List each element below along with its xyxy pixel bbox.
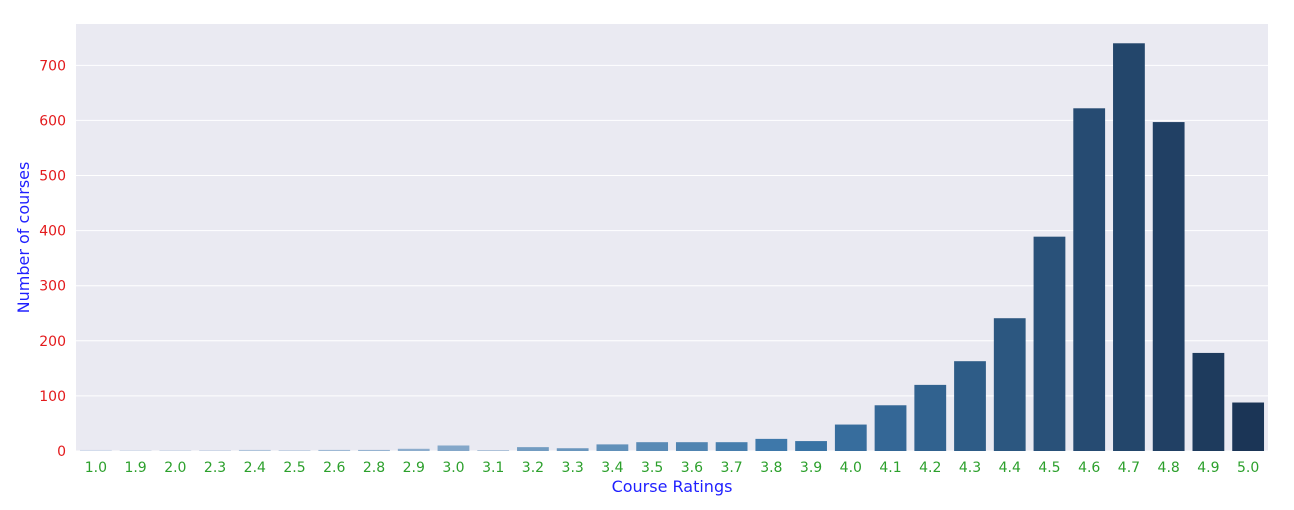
y-tick-label: 400 [39,224,66,240]
bar-4.0 [834,424,867,451]
bar-3.1 [477,450,510,451]
bar-2.8 [358,449,390,451]
y-axis-label: Number of courses [14,162,33,314]
x-tick-label: 4.5 [1038,460,1060,476]
x-tick-label: 2.5 [283,460,305,476]
bar-1.9 [119,450,152,451]
bar-4.5 [1033,236,1066,451]
bar-3.5 [636,442,669,451]
bar-4.3 [954,361,986,451]
bar-5.0 [1232,402,1265,451]
x-tick-label: 4.1 [879,460,901,476]
bar-1.0 [79,449,112,451]
x-tick-label: 4.8 [1158,460,1180,476]
y-tick-labels: 0 100 200 300 400 500 600 700 [39,58,66,460]
x-tick-label: 4.6 [1078,460,1100,476]
x-tick-label: 3.8 [760,460,782,476]
x-tick-label: 4.0 [840,460,862,476]
bar-4.4 [993,318,1026,451]
x-tick-label: 3.7 [720,460,742,476]
bar-2.9 [397,448,430,451]
y-tick-label: 600 [39,113,66,129]
x-tick-label: 3.5 [641,460,663,476]
x-tick-label: 2.8 [363,460,385,476]
x-tick-label: 3.1 [482,460,504,476]
x-tick-labels: 1.0 1.9 2.0 2.3 2.4 2.5 2.6 2.8 2.9 3.0 3.1 3.2 3.3 3… [85,460,1260,476]
bar-3.6 [675,442,708,451]
bar-3.3 [556,448,589,451]
y-tick-label: 100 [39,389,66,405]
x-tick-label: 4.2 [919,460,941,476]
bars [79,43,1265,451]
bar-2.3 [199,450,231,451]
bar-4.9 [1192,352,1225,451]
x-tick-label: 4.4 [999,460,1021,476]
y-tick-label: 0 [57,444,66,460]
y-tick-label: 500 [39,169,66,185]
grid-lines [76,64,1268,452]
bar-4.8 [1152,122,1185,451]
x-tick-label: 5.0 [1237,460,1259,476]
x-tick-label: 2.4 [244,460,266,476]
bar-3.2 [517,447,549,451]
x-tick-label: 3.2 [522,460,544,476]
x-tick-label: 2.0 [164,460,186,476]
y-tick-label: 300 [39,279,66,295]
bar-3.9 [795,441,827,451]
bar-2.4 [238,449,271,451]
x-tick-label: 3.6 [681,460,703,476]
x-tick-label: 3.0 [442,460,464,476]
bar-2.5 [278,450,311,451]
y-tick-label: 700 [39,58,66,74]
bar-3.4 [596,444,629,451]
x-axis-label: Course Ratings [612,477,733,496]
bar-2.0 [159,450,192,451]
x-tick-label: 3.4 [601,460,623,476]
bar-4.6 [1073,108,1106,451]
x-tick-label: 3.3 [562,460,584,476]
x-tick-label: 2.3 [204,460,226,476]
bar-3.8 [755,438,788,451]
bar-3.7 [715,442,748,451]
x-tick-label: 4.7 [1118,460,1140,476]
x-tick-label: 3.9 [800,460,822,476]
bar-4.2 [914,384,947,451]
bar-3.0 [437,445,470,451]
x-tick-label: 1.9 [124,460,146,476]
x-tick-label: 2.9 [403,460,425,476]
bar-4.7 [1113,43,1145,451]
x-tick-label: 2.6 [323,460,345,476]
bar-2.6 [318,449,351,451]
bar-4.1 [874,405,907,451]
plot-background [76,24,1268,451]
y-tick-label: 200 [39,334,66,350]
x-tick-label: 1.0 [85,460,107,476]
x-tick-label: 4.3 [959,460,981,476]
x-tick-label: 4.9 [1197,460,1219,476]
